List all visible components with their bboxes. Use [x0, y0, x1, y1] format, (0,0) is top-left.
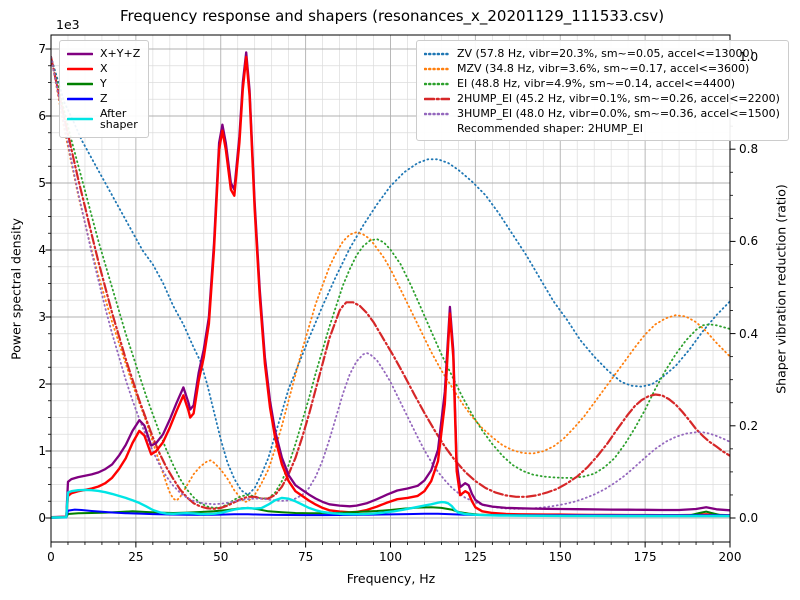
x-tick-label-125: 125 [463, 550, 487, 564]
y-right-tick-label-0.2: 0.2 [739, 418, 759, 433]
legend-item-label: EI (48.8 Hz, vibr=4.9%, sm~=0.14, accel<… [457, 77, 735, 90]
legend-item-label: After shaper [100, 107, 138, 131]
legend-swatch-line [67, 67, 93, 70]
legend-item-label: Y [100, 77, 107, 90]
legend-item-y: Y [67, 76, 140, 91]
y-axis-left-label: Power spectral density [8, 218, 24, 360]
legend-item-3hump-ei: 3HUMP_EI (48.0 Hz, vibr=0.0%, sm~=0.36, … [424, 106, 780, 121]
series-line-mzv [51, 56, 730, 503]
legend-item-2hump-ei: 2HUMP_EI (45.2 Hz, vibr=0.1%, sm~=0.26, … [424, 91, 780, 106]
x-tick-label-100: 100 [379, 550, 402, 564]
series-line-x [51, 55, 730, 519]
y-left-tick-label-0: 0 [38, 511, 46, 525]
y-right-tick-label-0.6: 0.6 [739, 234, 759, 249]
legend-swatch-line [424, 67, 450, 70]
recommended-shaper-text: Recommended shaper: 2HUMP_EI [457, 122, 643, 135]
series-line-ei [51, 56, 730, 509]
x-tick-label-50: 50 [213, 550, 229, 564]
y-left-tick-label-7: 7 [38, 42, 46, 56]
legend-swatch-line [424, 112, 450, 115]
series-line-2hump-ei [51, 55, 730, 510]
legend-recommended-shaper: Recommended shaper: 2HUMP_EI [424, 121, 780, 136]
y-left-tick-label-5: 5 [38, 176, 46, 190]
legend-item-label: Z [100, 92, 108, 105]
legend-item-x: X [67, 61, 140, 76]
legend-item-label: MZV (34.8 Hz, vibr=3.6%, sm~=0.17, accel… [457, 62, 750, 75]
legend-item-ei: EI (48.8 Hz, vibr=4.9%, sm~=0.14, accel<… [424, 76, 780, 91]
legend-swatch-line [424, 97, 450, 100]
series-line-3hump-ei [51, 56, 730, 510]
legend-swatch-line [67, 117, 93, 121]
legend-item-label: X+Y+Z [100, 47, 141, 60]
legend-swatch-line [67, 52, 93, 55]
series-line-zv [51, 56, 730, 496]
y-right-tick-label-0.8: 0.8 [739, 142, 759, 157]
x-tick-label-200: 200 [718, 550, 742, 564]
series-line-after-shaper [51, 488, 730, 519]
legend-shapers: ZV (57.8 Hz, vibr=20.3%, sm~=0.05, accel… [416, 40, 789, 141]
x-tick-label-75: 75 [297, 550, 314, 564]
legend-item-label: X [100, 62, 108, 75]
y-left-tick-label-1: 1 [38, 444, 46, 458]
y-left-tick-label-2: 2 [38, 377, 46, 391]
series-curves [51, 51, 730, 519]
legend-swatch-line [67, 97, 93, 100]
x-tick-label-150: 150 [548, 550, 572, 564]
legend-item-z: Z [67, 91, 140, 106]
legend-psd: X+Y+Z X Y Z After shaper [59, 40, 150, 138]
chart-title: Frequency response and shapers (resonanc… [119, 7, 665, 25]
legend-item-mzv: MZV (34.8 Hz, vibr=3.6%, sm~=0.17, accel… [424, 61, 780, 76]
y-left-tick-label-6: 6 [38, 109, 46, 123]
x-axis-label: Frequency, Hz [346, 571, 436, 586]
y-axis-multiplier-label: 1e3 [56, 17, 80, 32]
y-axis-right-label: Shaper vibration reduction (ratio) [773, 184, 789, 394]
legend-swatch-line [424, 52, 450, 55]
legend-item-after-shaper: After shaper [67, 106, 140, 132]
legend-item-zv: ZV (57.8 Hz, vibr=20.3%, sm~=0.05, accel… [424, 46, 780, 61]
plot-frame [50, 34, 731, 543]
legend-item-xyz: X+Y+Z [67, 46, 140, 61]
x-tick-label-25: 25 [128, 550, 144, 564]
legend-item-label: 3HUMP_EI (48.0 Hz, vibr=0.0%, sm~=0.36, … [457, 107, 780, 120]
y-right-tick-label-1.0: 1.0 [739, 50, 759, 64]
y-right-tick-label-0.4: 0.4 [739, 326, 759, 341]
legend-item-label: 2HUMP_EI (45.2 Hz, vibr=0.1%, sm~=0.26, … [457, 92, 780, 105]
legend-swatch-line [424, 82, 450, 85]
x-tick-label-0: 0 [47, 550, 55, 564]
legend-swatch-line [67, 82, 93, 85]
x-tick-label-175: 175 [633, 550, 657, 564]
series-line-x-y-z [51, 51, 730, 519]
y-right-tick-label-0.0: 0.0 [739, 511, 759, 525]
legend-item-label: ZV (57.8 Hz, vibr=20.3%, sm~=0.05, accel… [457, 47, 754, 60]
y-left-tick-label-4: 4 [38, 243, 46, 257]
y-left-tick-label-3: 3 [38, 310, 46, 324]
